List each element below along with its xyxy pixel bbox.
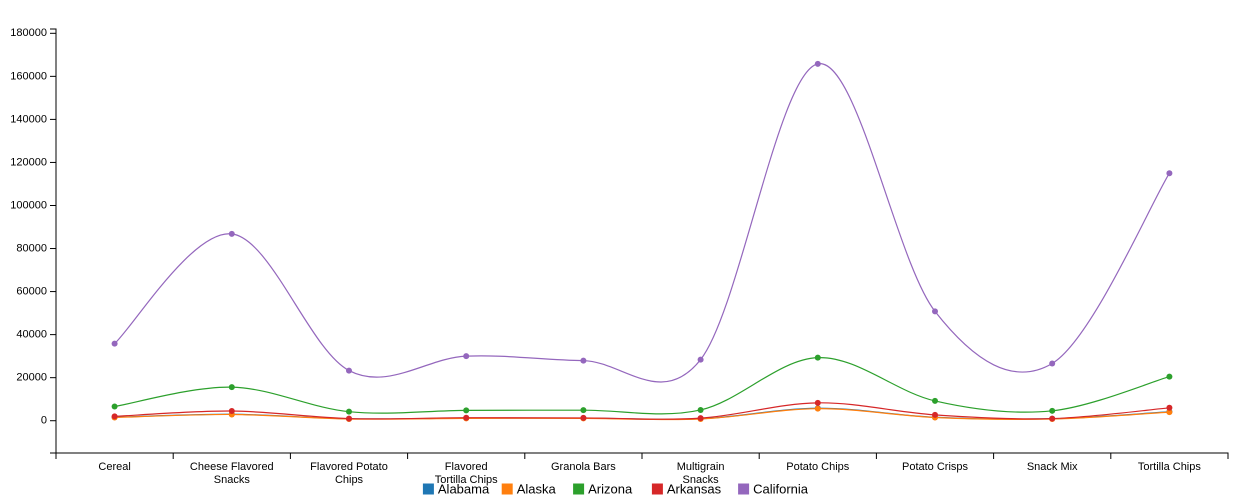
x-tick-label: Multigrain Snacks bbox=[677, 461, 725, 486]
legend-swatch bbox=[422, 483, 434, 495]
series-arizona bbox=[111, 354, 1173, 415]
data-point-arizona[interactable] bbox=[1166, 373, 1173, 380]
data-point-arkansas[interactable] bbox=[932, 411, 938, 418]
data-point-arizona[interactable] bbox=[932, 397, 938, 404]
y-tick-label: 40000 bbox=[16, 329, 47, 341]
data-point-california[interactable] bbox=[814, 60, 821, 67]
data-point-arizona[interactable] bbox=[580, 407, 587, 414]
x-axis: Cereal Cheese Flavored Snacks Flavored Pota… bbox=[55, 452, 1229, 486]
data-point-arkansas[interactable] bbox=[697, 415, 704, 422]
data-point-arkansas[interactable] bbox=[814, 399, 821, 406]
series-california bbox=[111, 60, 1173, 383]
y-tick-label: 140000 bbox=[10, 113, 47, 125]
legend-label: Alabama bbox=[438, 481, 490, 496]
legend-item-alaska[interactable]: Alaska bbox=[501, 481, 557, 496]
y-tick-label: 80000 bbox=[16, 242, 47, 254]
data-point-arkansas[interactable] bbox=[111, 413, 118, 420]
data-point-arkansas[interactable] bbox=[228, 408, 235, 415]
x-tick-label: Flavored Tortilla Chips bbox=[435, 461, 498, 486]
legend-item-alabama[interactable]: Alabama bbox=[422, 481, 490, 496]
data-point-alaska[interactable] bbox=[814, 405, 821, 412]
data-point-california[interactable] bbox=[111, 340, 118, 347]
data-point-arkansas[interactable] bbox=[463, 414, 470, 421]
y-tick-label: 20000 bbox=[16, 372, 47, 384]
data-point-arizona[interactable] bbox=[697, 406, 704, 413]
data-point-california[interactable] bbox=[932, 308, 938, 315]
x-tick-label: Snack Mix bbox=[1027, 461, 1078, 473]
data-point-california[interactable] bbox=[228, 230, 235, 237]
y-axis-line bbox=[50, 28, 57, 454]
legend-label: Arizona bbox=[588, 481, 633, 496]
series-layer bbox=[111, 60, 1173, 422]
x-tick-label: Cheese Flavored Snacks bbox=[190, 461, 274, 486]
legend-item-arkansas[interactable]: Arkansas bbox=[651, 481, 722, 496]
data-point-arizona[interactable] bbox=[814, 354, 821, 361]
data-point-california[interactable] bbox=[1049, 360, 1056, 367]
x-tick-label: Granola Bars bbox=[551, 461, 616, 473]
y-tick-label: 0 bbox=[41, 415, 47, 427]
legend-item-arizona[interactable]: Arizona bbox=[573, 481, 633, 496]
y-axis: 0 20000 40000 60000 80000 100000 120000 140000 1… bbox=[10, 27, 57, 454]
data-point-california[interactable] bbox=[463, 353, 470, 360]
legend-item-california[interactable]: California bbox=[738, 481, 809, 496]
x-tick-label: Potato Chips bbox=[786, 461, 849, 473]
data-point-california[interactable] bbox=[1166, 170, 1173, 177]
data-point-arkansas[interactable] bbox=[346, 415, 352, 422]
data-point-arizona[interactable] bbox=[111, 403, 118, 410]
legend-swatch bbox=[573, 483, 585, 495]
series-line-alaska bbox=[114, 408, 1170, 421]
y-tick-label: 160000 bbox=[10, 70, 47, 82]
legend-label: California bbox=[753, 481, 809, 496]
legend-swatch bbox=[501, 483, 513, 495]
legend: Alabama Alaska Arizona Arkansas California bbox=[422, 481, 809, 496]
data-point-california[interactable] bbox=[346, 367, 352, 374]
data-point-arkansas[interactable] bbox=[1049, 415, 1056, 422]
data-point-arizona[interactable] bbox=[228, 384, 235, 391]
data-point-california[interactable] bbox=[697, 356, 704, 363]
legend-swatch bbox=[738, 483, 750, 495]
x-tick-label: Potato Crisps bbox=[902, 461, 969, 473]
y-tick-label: 180000 bbox=[10, 27, 47, 39]
y-tick-label: 120000 bbox=[10, 156, 47, 168]
y-tick-label: 60000 bbox=[16, 285, 47, 297]
series-arkansas bbox=[111, 399, 1173, 422]
data-point-alaska[interactable] bbox=[1166, 409, 1173, 416]
legend-label: Alaska bbox=[517, 481, 557, 496]
data-point-arkansas[interactable] bbox=[1166, 404, 1173, 411]
x-tick-label: Cereal bbox=[98, 461, 130, 473]
series-line-arkansas bbox=[114, 402, 1170, 420]
data-point-arizona[interactable] bbox=[1049, 407, 1056, 414]
data-point-arizona[interactable] bbox=[463, 407, 470, 414]
legend-swatch bbox=[651, 483, 663, 495]
x-tick-label: Flavored Potato Chips bbox=[310, 461, 388, 486]
x-tick-label: Tortilla Chips bbox=[1138, 461, 1201, 473]
legend-label: Arkansas bbox=[667, 481, 722, 496]
data-point-arizona[interactable] bbox=[346, 408, 352, 415]
series-line-california bbox=[114, 63, 1170, 383]
data-point-arkansas[interactable] bbox=[580, 414, 587, 421]
y-tick-label: 100000 bbox=[10, 199, 47, 211]
series-line-arizona bbox=[114, 357, 1170, 415]
data-point-california[interactable] bbox=[580, 357, 587, 364]
